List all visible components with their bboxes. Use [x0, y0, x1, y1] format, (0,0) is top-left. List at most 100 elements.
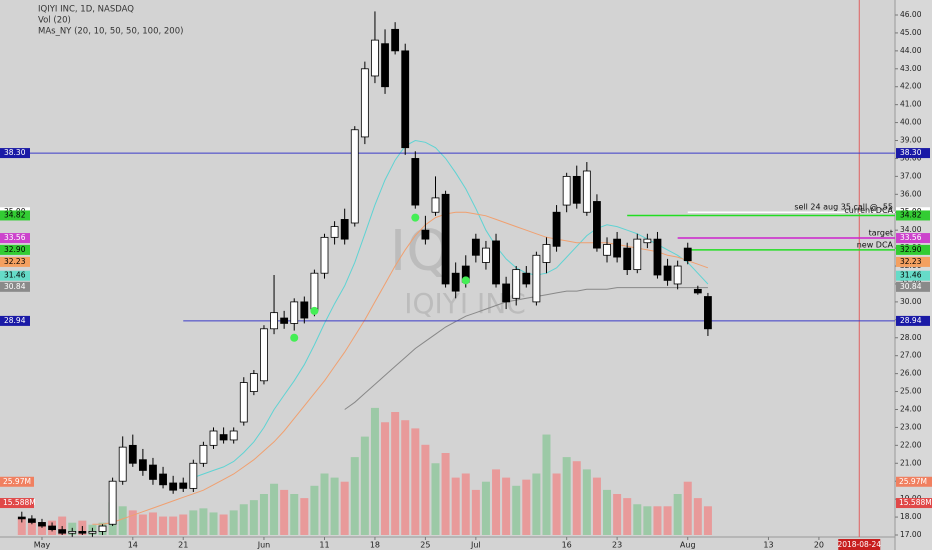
price-label: 30.84	[900, 282, 922, 291]
candle-body	[482, 247, 490, 263]
candle-body	[78, 531, 87, 534]
y-tick-label: 40.00	[900, 118, 922, 127]
candle-body	[239, 382, 248, 423]
volume-bar	[411, 428, 420, 535]
candle-body	[683, 247, 692, 262]
x-tick-label: 11	[319, 541, 329, 550]
x-tick-label: 20	[814, 541, 824, 550]
y-tick-label: 34.00	[900, 225, 922, 234]
volume-bar	[673, 494, 682, 535]
volume-bar	[421, 444, 430, 535]
volume-label-box	[896, 476, 932, 487]
volume-bar	[633, 504, 642, 535]
price-label: 31.46	[4, 271, 26, 280]
candle-body	[492, 240, 500, 285]
volume-bar	[118, 506, 127, 535]
chart-title: IQIYI INC, 1D, NASDAQ	[38, 5, 134, 15]
volume-bar	[481, 481, 490, 535]
annotation: new DCA	[857, 240, 894, 249]
subtitle: Vol (20)	[38, 16, 71, 26]
volume-bar	[492, 469, 501, 535]
volume-bar	[229, 510, 238, 535]
y-tick-label: 36.00	[900, 189, 922, 198]
x-tick-label: Jul	[470, 541, 481, 550]
candle-body	[572, 175, 581, 204]
y-tick-label: 44.00	[900, 46, 922, 55]
x-tick-label: 18	[370, 541, 380, 550]
price-label-box	[896, 210, 930, 221]
candle-body	[522, 272, 531, 285]
volume-bar	[270, 483, 279, 535]
candle-body	[603, 244, 611, 256]
volume-bar	[391, 412, 400, 535]
candle-body	[401, 50, 410, 149]
moving-average	[344, 287, 708, 410]
volume-bar	[522, 479, 531, 535]
volume-bar	[249, 500, 258, 535]
volume-bar	[239, 504, 248, 535]
candle-body	[138, 459, 147, 471]
candle-body	[673, 265, 682, 285]
volume-label: 25.97M	[899, 477, 927, 486]
volume-bar	[209, 512, 218, 535]
price-label: 32.90	[900, 245, 922, 254]
candle-body	[58, 529, 67, 534]
annotation: target	[869, 229, 893, 238]
candle-body	[411, 158, 420, 206]
y-tick-label: 28.00	[900, 333, 922, 342]
y-tick-label: 41.00	[900, 100, 922, 109]
y-tick-label: 24.00	[900, 404, 922, 413]
y-tick-label: 46.00	[900, 10, 922, 19]
candle-body	[280, 317, 289, 324]
volume-bar	[461, 473, 470, 535]
y-tick-label: 30.00	[900, 297, 922, 306]
candle-body	[593, 201, 601, 249]
y-tick-label: 21.00	[900, 458, 922, 467]
study-label: MAs_NY (20, 10, 50, 50, 100, 200)	[38, 27, 183, 37]
volume-bar	[370, 407, 379, 535]
volume-label-box	[896, 498, 932, 509]
volume-bar	[37, 524, 46, 535]
date-marker-label: 2018-08-24	[837, 540, 881, 549]
candle-body	[562, 175, 571, 206]
price-label-box	[896, 315, 930, 326]
volume-bar	[592, 477, 601, 535]
candle-body	[260, 328, 268, 382]
candle-body	[179, 482, 188, 489]
volume-label-box	[0, 498, 34, 509]
candle-body	[290, 301, 299, 324]
candle-body	[502, 283, 511, 303]
volume-bar	[552, 473, 561, 535]
y-tick-label: 17.00	[900, 530, 922, 539]
volume-bar	[532, 473, 541, 535]
candle-body	[350, 129, 359, 224]
volume-bar	[562, 457, 571, 535]
candle-body	[653, 238, 662, 276]
candle-body	[149, 464, 157, 480]
price-label-box	[0, 148, 30, 159]
candle-body	[704, 296, 712, 330]
x-tick-label: 23	[612, 541, 622, 550]
candle-body	[128, 444, 137, 464]
volume-bar	[300, 498, 309, 535]
y-tick-label: 43.00	[900, 64, 922, 73]
annotation: sell 24 aug 35 call @ .55	[794, 203, 893, 212]
volume-bar	[693, 498, 702, 535]
candle-body	[330, 226, 339, 238]
volume-bar	[320, 473, 329, 535]
y-tick-label: 22.00	[900, 440, 922, 449]
volume-bar	[451, 477, 460, 535]
price-label: 28.94	[4, 316, 26, 325]
volume-bar	[663, 506, 672, 535]
volume-bar	[381, 422, 390, 535]
candle-body	[209, 430, 218, 446]
price-label-box	[896, 256, 930, 267]
volume-bar	[643, 506, 652, 535]
candle-body	[159, 473, 167, 486]
volume-bar	[703, 506, 712, 535]
candle-body	[340, 219, 349, 240]
volume-bar	[512, 485, 521, 535]
date-marker-box	[838, 539, 881, 550]
y-tick-label: 18.00	[900, 512, 922, 521]
candle-body	[381, 43, 389, 88]
